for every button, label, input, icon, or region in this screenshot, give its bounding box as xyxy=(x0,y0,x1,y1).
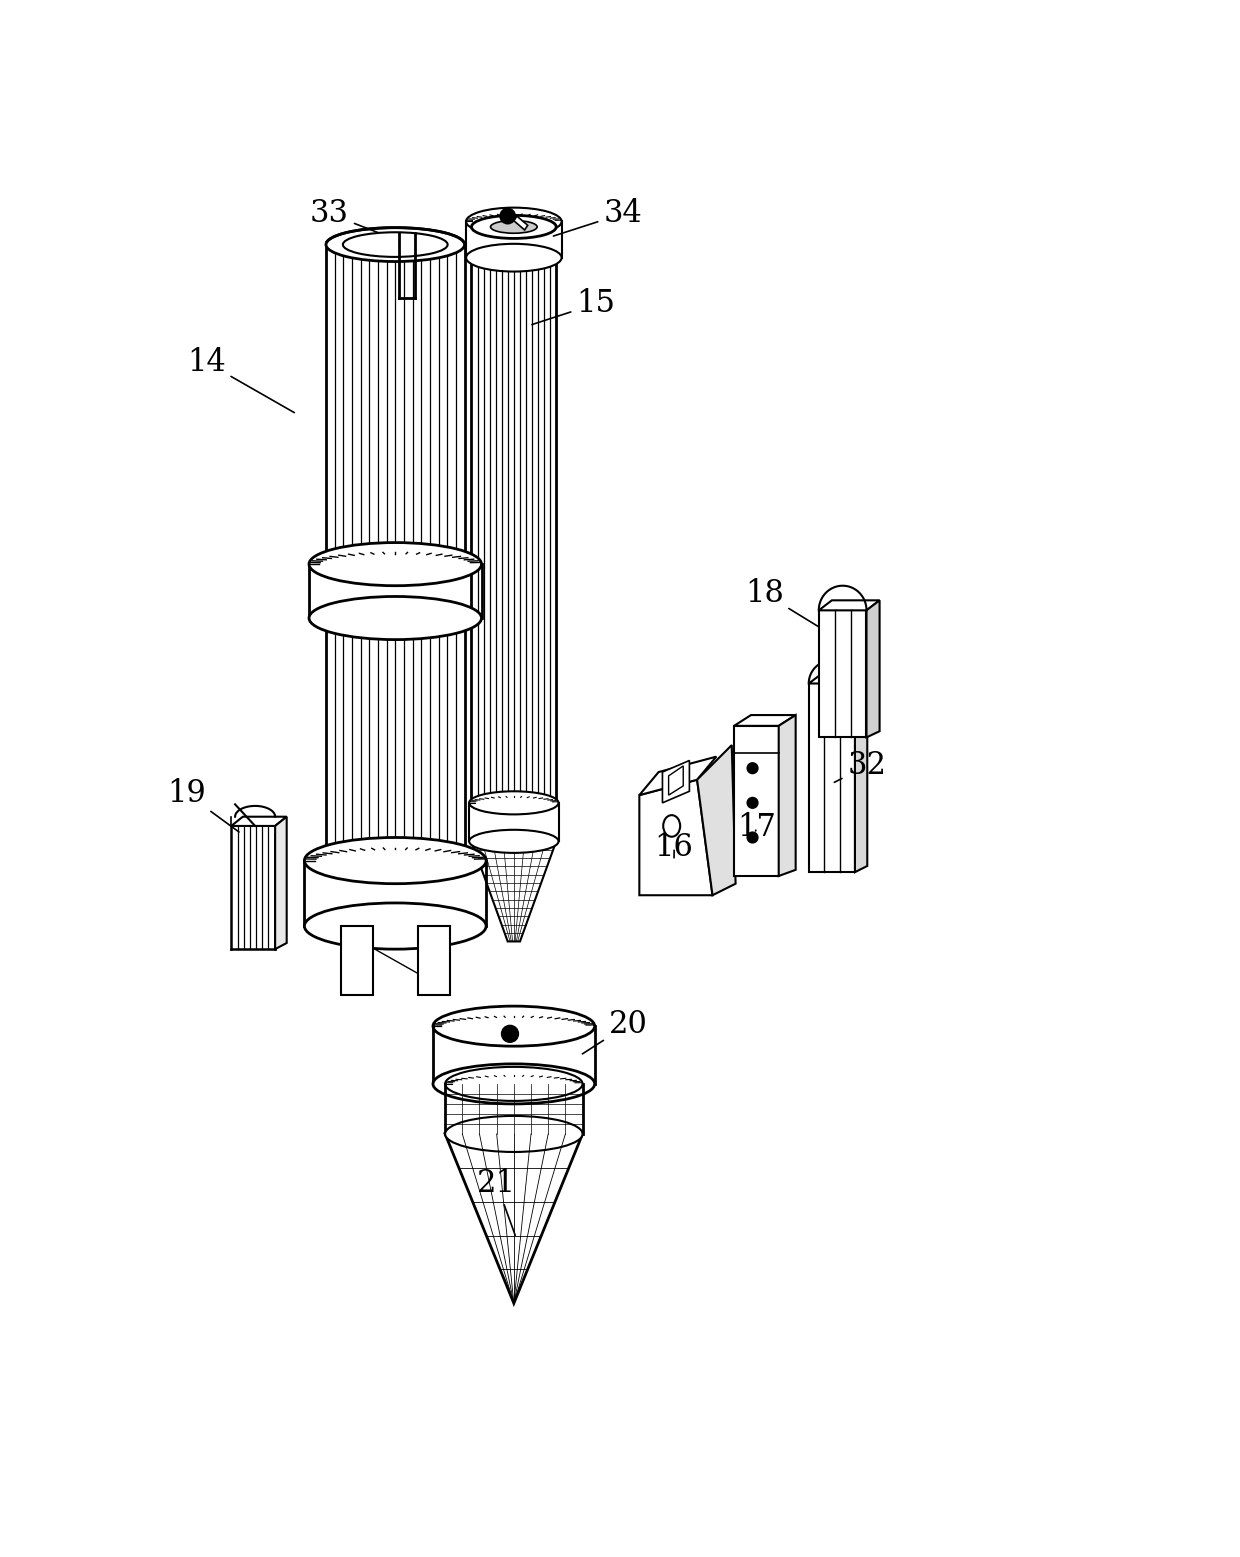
Ellipse shape xyxy=(491,221,537,234)
Circle shape xyxy=(500,209,516,224)
Polygon shape xyxy=(326,244,465,861)
Polygon shape xyxy=(231,825,275,950)
Polygon shape xyxy=(808,684,854,872)
Circle shape xyxy=(748,763,758,774)
Circle shape xyxy=(501,1026,518,1042)
Polygon shape xyxy=(779,715,796,877)
Ellipse shape xyxy=(433,1063,595,1104)
Polygon shape xyxy=(818,601,879,610)
Ellipse shape xyxy=(471,215,557,238)
Ellipse shape xyxy=(663,816,681,836)
Ellipse shape xyxy=(309,542,481,585)
Polygon shape xyxy=(854,674,867,872)
Ellipse shape xyxy=(304,838,486,884)
Text: 21: 21 xyxy=(477,1168,516,1235)
Ellipse shape xyxy=(309,596,481,640)
Text: 15: 15 xyxy=(532,288,615,324)
Text: 34: 34 xyxy=(553,198,642,237)
Text: 16: 16 xyxy=(655,831,693,863)
Polygon shape xyxy=(734,715,796,726)
Text: 14: 14 xyxy=(187,347,294,413)
Polygon shape xyxy=(697,746,735,895)
Polygon shape xyxy=(662,760,689,803)
Ellipse shape xyxy=(433,1006,595,1046)
Polygon shape xyxy=(471,227,557,803)
Polygon shape xyxy=(309,564,481,618)
Ellipse shape xyxy=(469,830,558,853)
Polygon shape xyxy=(231,817,286,825)
Ellipse shape xyxy=(343,232,448,257)
Text: 33: 33 xyxy=(310,198,387,237)
Circle shape xyxy=(748,831,758,842)
Polygon shape xyxy=(445,1133,583,1303)
Polygon shape xyxy=(469,803,558,841)
Polygon shape xyxy=(275,817,286,950)
Polygon shape xyxy=(867,601,879,738)
Text: 19: 19 xyxy=(167,778,239,831)
Ellipse shape xyxy=(466,244,562,271)
Polygon shape xyxy=(734,726,779,877)
Text: 32: 32 xyxy=(835,750,887,782)
Polygon shape xyxy=(818,610,867,738)
Ellipse shape xyxy=(445,1067,583,1101)
Ellipse shape xyxy=(445,1116,583,1152)
Polygon shape xyxy=(668,766,683,796)
Polygon shape xyxy=(418,926,450,995)
Text: 17: 17 xyxy=(737,813,776,842)
Ellipse shape xyxy=(466,207,562,235)
Polygon shape xyxy=(341,926,373,995)
Polygon shape xyxy=(513,216,528,230)
Text: 20: 20 xyxy=(583,1009,647,1054)
Polygon shape xyxy=(433,1026,595,1084)
Polygon shape xyxy=(808,674,867,684)
Polygon shape xyxy=(466,221,562,257)
Circle shape xyxy=(748,797,758,808)
Polygon shape xyxy=(640,780,713,895)
Polygon shape xyxy=(640,757,717,796)
Text: 18: 18 xyxy=(745,578,837,638)
Ellipse shape xyxy=(304,903,486,950)
Polygon shape xyxy=(445,1084,583,1133)
Ellipse shape xyxy=(326,227,465,262)
Ellipse shape xyxy=(469,791,558,814)
Polygon shape xyxy=(304,861,486,926)
Polygon shape xyxy=(471,841,557,942)
